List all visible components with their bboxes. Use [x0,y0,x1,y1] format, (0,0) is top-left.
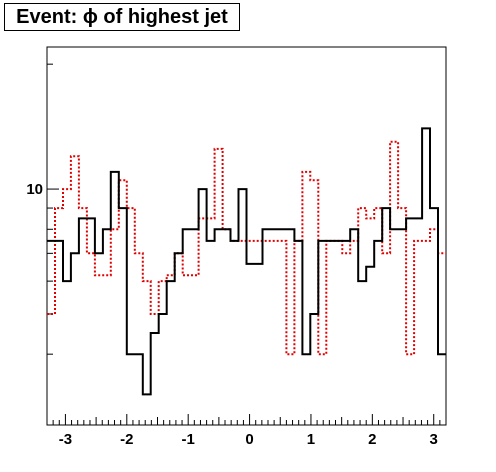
x-tick-label: 0 [245,431,253,448]
series-solid-black-line [47,127,446,396]
chart-title: Event: ϕ of highest jet [16,5,228,28]
axis-ticks [46,63,447,425]
plot-frame [46,46,447,426]
x-tick-label: 3 [430,431,438,448]
series-layer [47,127,446,396]
x-tick-label: 2 [368,431,376,448]
tick-labels: -3 -2 -1 0 1 2 3 10 [26,181,438,448]
x-tick-label: -1 [182,431,195,448]
chart-title-box: Event: ϕ of highest jet [4,3,240,31]
y-tick-label: 10 [26,181,43,198]
x-tick-label: 1 [307,431,315,448]
x-tick-label: -2 [120,431,133,448]
x-tick-label: -3 [59,431,72,448]
